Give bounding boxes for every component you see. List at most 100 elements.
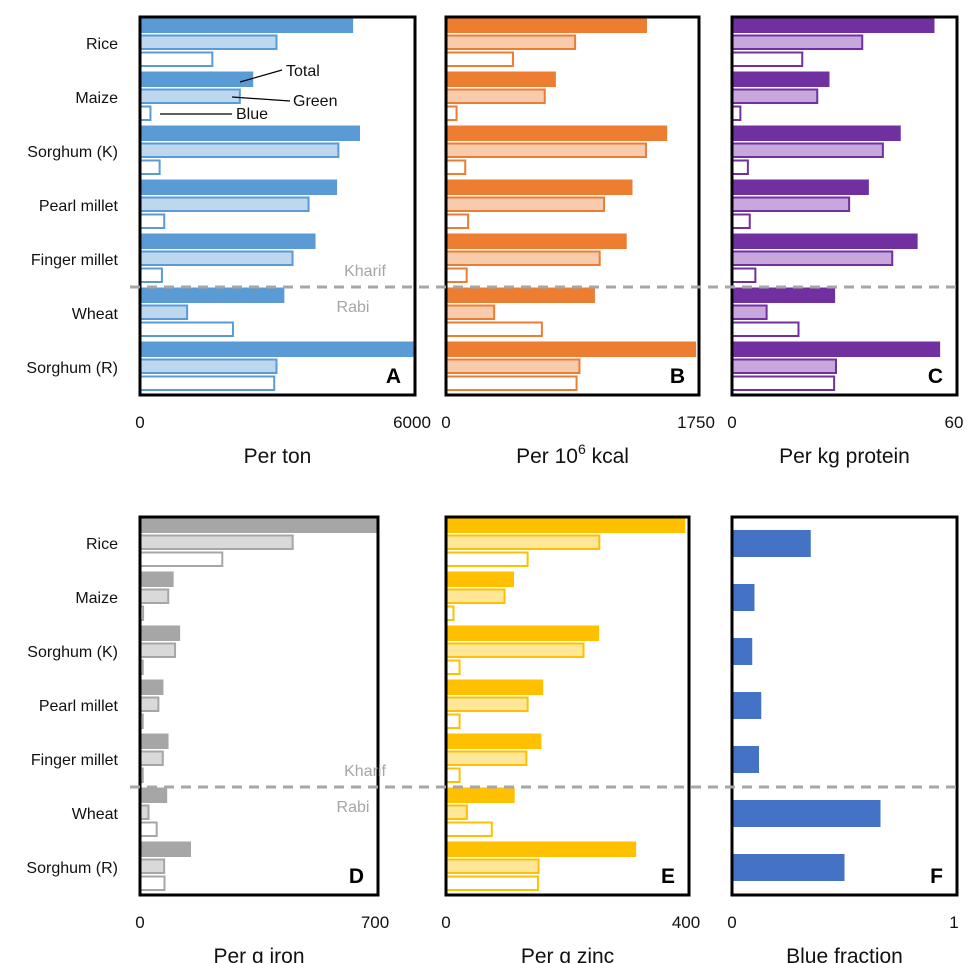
tick-label-f-min: 0 [727,913,736,932]
axis-label-c: Per kg protein [779,445,910,468]
bar-e-sorghum-r-green [445,858,540,874]
tick-label-a-min: 0 [135,413,144,432]
bar-d-sorghum-k-green [139,642,177,658]
bar-b-pearl-millet-blue [445,213,470,229]
bar-e-pearl-millet-blue [445,713,461,729]
bar-f-pearl-millet [732,692,762,719]
bar-b-sorghum-r-blue [445,375,578,391]
bar-c-sorghum-k-blue [731,159,749,175]
bar-d-sorghum-k-total [139,625,181,641]
bar-b-sorghum-r-total [445,341,697,357]
bar-b-wheat-total [445,287,595,303]
bar-a-wheat-green [139,304,189,320]
panel-label-e: E [661,865,675,888]
tick-label-e-min: 0 [441,913,450,932]
bar-b-maize-green [445,88,546,104]
tick-label-d-min: 0 [135,913,144,932]
panel-label-a: A [386,365,401,388]
category-label-sorghum-r-upper: Sorghum (R) [26,360,118,377]
panel-e-frame [444,515,691,897]
bar-d-rice-blue [139,551,224,567]
category-label-pearl-millet-lower: Pearl millet [39,698,119,715]
bar-e-sorghum-r-total [445,841,637,857]
bar-a-sorghum-k-blue [139,159,161,175]
bar-e-pearl-millet-green [445,696,529,712]
bar-e-sorghum-k-blue [445,659,461,675]
bar-d-sorghum-r-green [139,858,166,874]
bar-c-rice-total [731,17,935,33]
panel-label-f: F [930,865,943,888]
bar-b-wheat-blue [445,321,543,337]
bar-b-finger-millet-blue [445,267,468,283]
bar-a-sorghum-r-green [139,358,278,374]
category-label-maize-lower: Maize [75,590,118,607]
category-label-pearl-millet-upper: Pearl millet [39,198,119,215]
category-label-rice-upper: Rice [86,36,118,53]
bar-a-finger-millet-green [139,250,294,266]
bar-d-rice-green [139,534,294,550]
bar-b-sorghum-k-blue [445,159,467,175]
bar-e-maize-total [445,571,515,587]
bar-d-pearl-millet-total [139,679,164,695]
bar-d-sorghum-r-total [139,841,191,857]
bar-d-maize-green [139,588,170,604]
bar-d-finger-millet-total [139,733,169,749]
bar-f-finger-millet [732,746,759,773]
bar-a-sorghum-k-total [139,125,360,141]
bar-f-wheat [732,800,881,827]
bar-b-maize-blue [445,105,458,121]
bar-e-rice-green [445,534,601,550]
tick-label-b-max: 1750 [677,413,715,432]
bar-c-finger-millet-green [731,250,894,266]
bar-c-rice-blue [731,51,804,67]
bar-e-wheat-green [445,804,468,820]
bar-f-maize [732,584,755,611]
bar-c-sorghum-r-green [731,358,837,374]
bar-a-finger-millet-blue [139,267,163,283]
legend-leader-total [239,69,283,83]
bar-b-rice-total [445,17,647,33]
bar-a-maize-total [139,71,254,87]
bar-e-sorghum-r-blue [445,875,539,891]
season-label-rabi-lower: Rabi [337,799,370,816]
bar-c-pearl-millet-green [731,196,851,212]
bar-c-maize-green [731,88,819,104]
axis-label-d: Per g iron [213,945,304,963]
bar-e-finger-millet-green [445,750,528,766]
bar-a-wheat-total [139,287,285,303]
bar-a-pearl-millet-total [139,179,338,195]
category-label-wheat-upper: Wheat [72,306,119,323]
bar-e-rice-total [445,517,686,533]
bar-c-wheat-total [731,287,836,303]
bar-c-rice-green [731,34,864,50]
tick-label-f-max: 1 [949,913,958,932]
tick-label-e-max: 400 [672,913,700,932]
bar-b-finger-millet-green [445,250,601,266]
bar-e-wheat-total [445,787,515,803]
bar-c-finger-millet-blue [731,267,757,283]
season-label-kharif-upper: Kharif [344,263,386,280]
bar-a-rice-green [139,34,278,50]
season-label-kharif-lower: Kharif [344,763,386,780]
bar-e-finger-millet-total [445,733,542,749]
bar-d-maize-total [139,571,174,587]
category-label-sorghum-r-lower: Sorghum (R) [26,860,118,877]
bar-f-rice [732,530,811,557]
category-label-sorghum-k-lower: Sorghum (K) [27,644,118,661]
tick-label-d-max: 700 [361,913,389,932]
bar-a-maize-green [139,88,241,104]
bar-b-sorghum-k-total [445,125,668,141]
bar-c-wheat-green [731,304,768,320]
legend-leader-green [231,96,291,102]
legend-label-total: Total [286,63,320,80]
bar-c-sorghum-k-green [731,142,884,158]
bar-c-sorghum-r-blue [731,375,836,391]
category-label-finger-millet-upper: Finger millet [31,252,119,269]
panel-a-frame [138,15,417,397]
bar-e-maize-green [445,588,506,604]
bar-a-pearl-millet-blue [139,213,166,229]
bar-c-maize-total [731,71,830,87]
bar-c-pearl-millet-blue [731,213,751,229]
panel-d-frame [138,515,380,897]
